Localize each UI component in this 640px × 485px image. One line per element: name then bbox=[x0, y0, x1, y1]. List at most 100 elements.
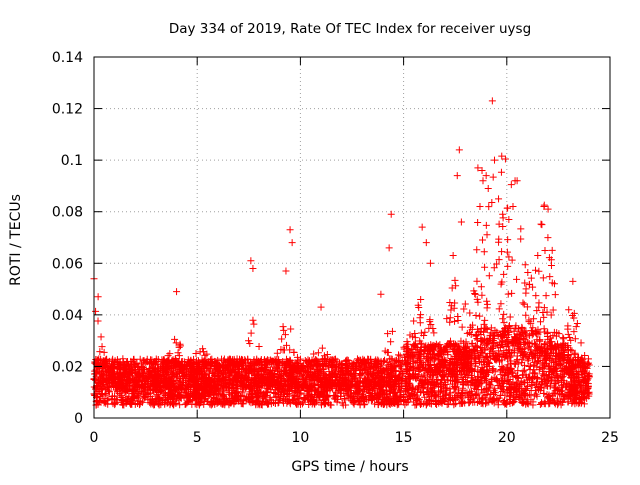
data-point bbox=[278, 335, 285, 342]
data-point bbox=[504, 236, 511, 243]
data-point bbox=[585, 355, 592, 362]
data-point bbox=[521, 279, 528, 286]
data-point bbox=[473, 246, 480, 253]
data-point bbox=[537, 318, 544, 325]
data-point bbox=[287, 325, 294, 332]
data-point bbox=[574, 320, 581, 327]
data-point bbox=[474, 219, 481, 226]
data-point bbox=[537, 401, 544, 408]
data-point bbox=[519, 299, 526, 306]
data-point bbox=[248, 330, 255, 337]
data-point bbox=[533, 307, 540, 314]
data-point bbox=[488, 199, 495, 206]
data-point bbox=[479, 177, 486, 184]
data-point bbox=[446, 319, 453, 326]
data-point bbox=[177, 342, 184, 349]
data-point bbox=[559, 334, 566, 341]
data-point bbox=[95, 318, 102, 325]
data-point bbox=[525, 363, 532, 370]
data-point bbox=[505, 291, 512, 298]
data-point bbox=[481, 317, 488, 324]
data-point bbox=[525, 317, 532, 324]
data-point bbox=[541, 247, 548, 254]
data-point bbox=[473, 312, 480, 319]
data-point bbox=[498, 169, 505, 176]
data-point bbox=[173, 339, 180, 346]
data-point bbox=[450, 400, 457, 407]
data-point bbox=[410, 318, 417, 325]
data-point bbox=[486, 272, 493, 279]
data-point bbox=[387, 338, 394, 345]
data-point bbox=[460, 306, 467, 313]
data-point bbox=[505, 253, 512, 260]
data-point bbox=[443, 315, 450, 322]
data-point bbox=[474, 337, 481, 344]
data-point bbox=[447, 314, 454, 321]
data-point bbox=[481, 248, 488, 255]
data-point bbox=[447, 307, 454, 314]
data-point bbox=[535, 299, 542, 306]
data-point bbox=[176, 344, 183, 351]
data-point bbox=[496, 305, 503, 312]
data-point bbox=[319, 345, 326, 352]
data-point bbox=[315, 349, 322, 356]
data-point bbox=[513, 276, 520, 283]
data-point bbox=[497, 300, 504, 307]
data-point bbox=[430, 329, 437, 336]
data-point bbox=[451, 277, 458, 284]
data-point bbox=[462, 301, 469, 308]
data-point bbox=[544, 234, 551, 241]
data-point bbox=[357, 370, 364, 377]
data-point bbox=[517, 225, 524, 232]
data-point bbox=[504, 205, 511, 212]
data-point bbox=[250, 321, 257, 328]
data-point bbox=[466, 309, 473, 316]
data-point bbox=[484, 304, 491, 311]
data-point bbox=[528, 275, 535, 282]
data-point bbox=[524, 269, 531, 276]
data-point bbox=[479, 237, 486, 244]
data-point bbox=[473, 278, 480, 285]
data-point bbox=[490, 174, 497, 181]
data-point bbox=[532, 292, 539, 299]
data-point bbox=[578, 339, 585, 346]
data-point bbox=[483, 298, 490, 305]
data-point bbox=[495, 236, 502, 243]
data-point bbox=[532, 267, 539, 274]
data-point bbox=[484, 231, 491, 238]
data-point bbox=[454, 313, 461, 320]
data-point bbox=[280, 323, 287, 330]
data-point bbox=[446, 299, 453, 306]
data-point bbox=[522, 290, 529, 297]
data-point bbox=[508, 181, 515, 188]
data-point bbox=[543, 292, 550, 299]
data-point bbox=[552, 291, 559, 298]
data-point bbox=[535, 268, 542, 275]
data-point bbox=[517, 235, 524, 242]
data-point bbox=[498, 248, 505, 255]
data-point bbox=[256, 343, 263, 350]
data-points bbox=[91, 97, 593, 408]
data-point bbox=[249, 317, 256, 324]
data-point bbox=[504, 263, 511, 270]
data-point bbox=[478, 292, 485, 299]
data-point bbox=[546, 273, 553, 280]
data-point bbox=[507, 313, 514, 320]
data-point bbox=[417, 311, 424, 318]
data-point bbox=[478, 283, 485, 290]
data-point bbox=[280, 327, 287, 334]
data-point bbox=[548, 262, 555, 269]
data-point bbox=[282, 331, 289, 338]
data-point bbox=[572, 335, 579, 342]
data-point bbox=[560, 335, 567, 342]
data-point bbox=[481, 264, 488, 271]
data-point bbox=[499, 315, 506, 322]
data-point bbox=[485, 203, 492, 210]
data-point bbox=[171, 336, 178, 343]
data-point bbox=[500, 271, 507, 278]
data-point bbox=[98, 333, 105, 340]
data-point bbox=[92, 308, 99, 315]
data-point bbox=[417, 319, 424, 326]
